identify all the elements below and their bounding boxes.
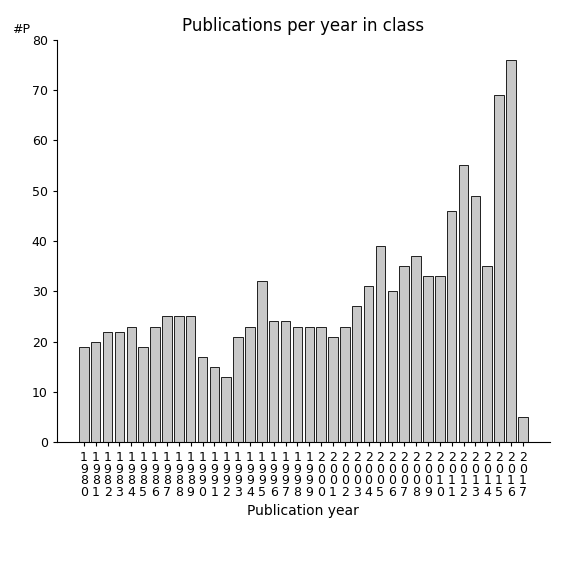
Bar <box>304 327 314 442</box>
Bar <box>316 327 326 442</box>
Bar <box>281 321 290 442</box>
Bar <box>198 357 208 442</box>
Bar <box>376 246 385 442</box>
Bar <box>138 346 148 442</box>
Bar <box>222 377 231 442</box>
Bar <box>399 266 409 442</box>
Text: #P: #P <box>12 23 30 36</box>
Bar <box>494 95 504 442</box>
Bar <box>423 276 433 442</box>
Bar <box>162 316 172 442</box>
Bar <box>150 327 160 442</box>
Bar <box>518 417 527 442</box>
Bar <box>483 266 492 442</box>
Bar <box>506 60 516 442</box>
Bar <box>115 332 124 442</box>
Bar <box>79 346 88 442</box>
X-axis label: Publication year: Publication year <box>247 504 359 518</box>
Bar <box>186 316 196 442</box>
Bar <box>126 327 136 442</box>
Bar <box>269 321 278 442</box>
Bar <box>447 211 456 442</box>
Title: Publications per year in class: Publications per year in class <box>182 18 425 35</box>
Bar <box>234 337 243 442</box>
Bar <box>352 306 362 442</box>
Bar <box>340 327 350 442</box>
Bar <box>210 367 219 442</box>
Bar <box>364 286 373 442</box>
Bar <box>174 316 184 442</box>
Bar <box>257 281 266 442</box>
Bar <box>388 291 397 442</box>
Bar <box>411 256 421 442</box>
Bar <box>91 341 100 442</box>
Bar <box>471 196 480 442</box>
Bar <box>328 337 338 442</box>
Bar <box>459 166 468 442</box>
Bar <box>103 332 112 442</box>
Bar <box>245 327 255 442</box>
Bar <box>435 276 445 442</box>
Bar <box>293 327 302 442</box>
